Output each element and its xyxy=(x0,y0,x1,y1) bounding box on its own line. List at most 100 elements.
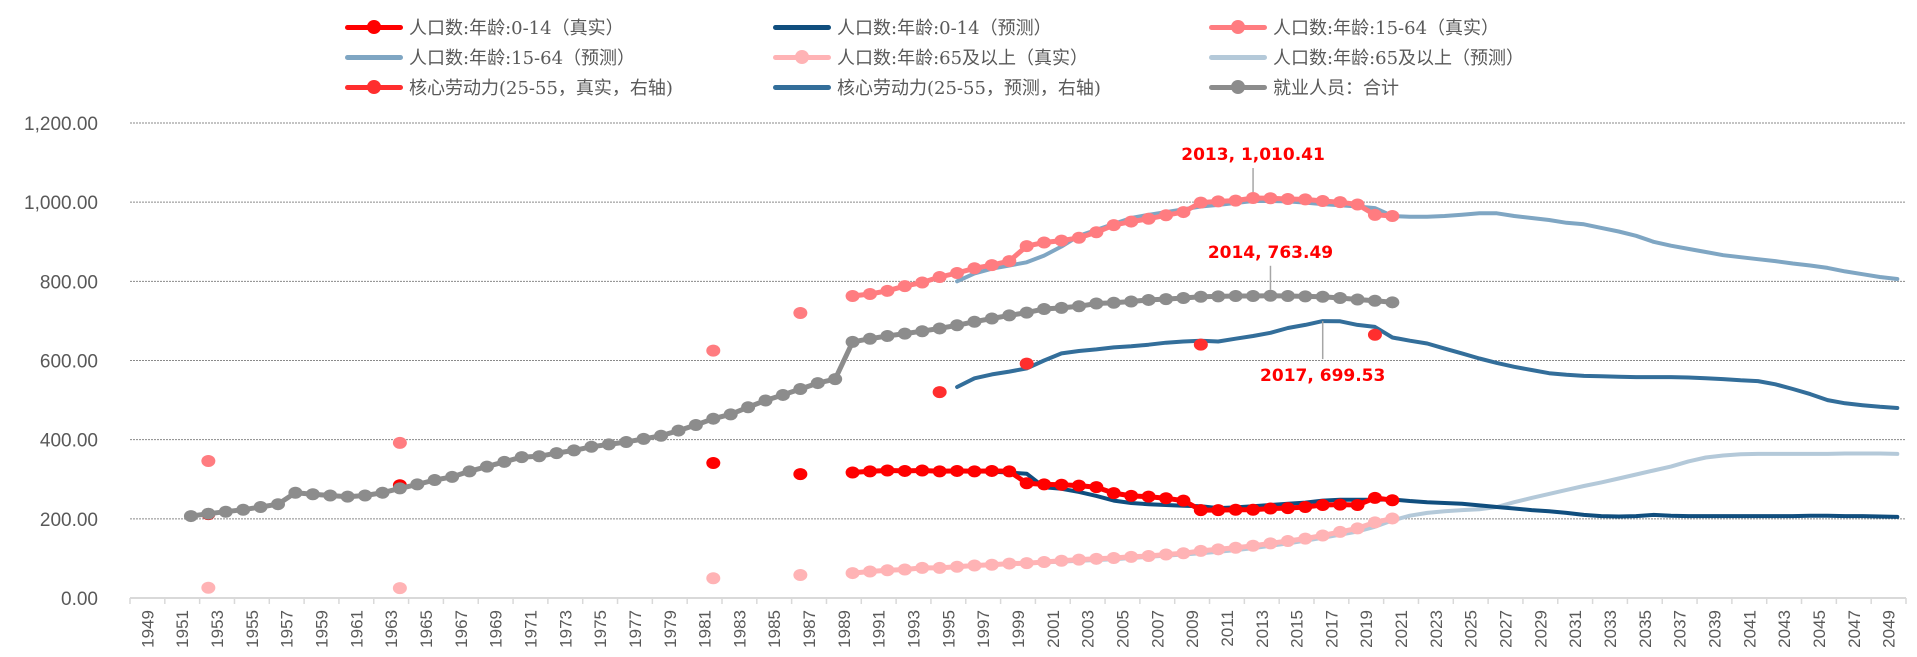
annotation-label: 2013, 1,010.41 xyxy=(1181,145,1325,165)
data-point xyxy=(1280,502,1295,515)
legend-item[interactable]: 人口数:年龄:0-14（预测） xyxy=(773,14,1201,40)
series-1 xyxy=(955,469,1900,519)
legend-item[interactable]: 人口数:年龄:0-14（真实） xyxy=(345,14,765,40)
series-line xyxy=(850,515,1395,576)
data-point xyxy=(392,582,407,595)
data-point xyxy=(897,464,912,477)
data-point xyxy=(828,373,843,386)
series-line xyxy=(955,319,1900,410)
legend-item[interactable]: 人口数:年龄:15-64（预测） xyxy=(345,44,765,70)
data-point xyxy=(863,288,877,300)
data-point xyxy=(793,307,808,319)
chart-legend: 人口数:年龄:0-14（真实） 人口数:年龄:0-14（预测） 人口数:年龄:1… xyxy=(345,12,1645,102)
data-point xyxy=(863,332,877,345)
legend-item[interactable]: 核心劳动力(25-55，预测，右轴) xyxy=(773,74,1201,100)
data-point xyxy=(1350,498,1365,511)
data-point xyxy=(619,436,634,449)
data-point xyxy=(1124,489,1139,502)
data-point xyxy=(1228,289,1243,302)
data-point xyxy=(427,474,442,487)
data-point xyxy=(950,267,965,280)
data-point xyxy=(1298,532,1313,545)
data-point xyxy=(1002,255,1017,268)
data-point xyxy=(532,450,547,463)
data-point xyxy=(1159,548,1173,561)
data-point xyxy=(984,259,999,272)
data-point xyxy=(1124,295,1139,308)
data-point xyxy=(340,490,355,503)
legend-row: 人口数:年龄:15-64（预测） 人口数:年龄:65及以上（真实） 人口数:年龄… xyxy=(345,42,1645,72)
x-tick-label: 1973 xyxy=(556,610,575,648)
data-point xyxy=(1367,294,1382,307)
data-point xyxy=(1089,226,1104,239)
series-layer xyxy=(183,192,1900,595)
data-point xyxy=(201,581,216,594)
data-point xyxy=(1333,525,1348,538)
legend-label: 人口数:年龄:65及以上（预测） xyxy=(1273,48,1525,69)
legend-label: 人口数:年龄:0-14（预测） xyxy=(837,18,1052,39)
y-tick-label: 600.00 xyxy=(40,352,98,373)
series-line xyxy=(955,199,1900,284)
y-tick-label: 400.00 xyxy=(40,431,98,452)
legend-swatch-icon xyxy=(1209,48,1267,66)
legend-marker xyxy=(367,20,381,34)
y-tick-label: 200.00 xyxy=(40,510,98,531)
data-point xyxy=(671,424,686,437)
data-point xyxy=(1002,309,1017,322)
legend-row: 人口数:年龄:0-14（真实） 人口数:年龄:0-14（预测） 人口数:年龄:1… xyxy=(345,12,1645,42)
data-point xyxy=(1071,553,1086,566)
legend-label: 人口数:年龄:65及以上（真实） xyxy=(837,48,1089,69)
data-point xyxy=(1246,289,1261,302)
legend-item[interactable]: 人口数:年龄:65及以上（预测） xyxy=(1209,44,1524,70)
legend-swatch-icon xyxy=(345,48,403,66)
data-point xyxy=(967,262,982,275)
data-point xyxy=(984,558,999,571)
data-point xyxy=(1385,494,1400,507)
data-point xyxy=(932,270,947,283)
legend-item[interactable]: 核心劳动力(25-55，真实，右轴) xyxy=(345,74,765,100)
legend-item[interactable]: 人口数:年龄:65及以上（真实） xyxy=(773,44,1201,70)
data-point xyxy=(758,394,773,407)
legend-item[interactable]: 人口数:年龄:15-64（真实） xyxy=(1209,14,1499,40)
x-tick-label: 1999 xyxy=(1009,610,1028,648)
legend-swatch-icon xyxy=(773,18,831,36)
data-point xyxy=(845,289,860,302)
x-tick-label: 1975 xyxy=(591,610,610,648)
data-point xyxy=(932,465,947,478)
data-point xyxy=(1315,194,1330,207)
data-point xyxy=(1298,290,1313,303)
data-point xyxy=(375,486,390,499)
data-point xyxy=(1106,552,1121,565)
data-point xyxy=(1141,490,1156,503)
legend-item[interactable]: 就业人员：合计 xyxy=(1209,74,1399,100)
data-point xyxy=(688,419,703,432)
data-point xyxy=(1315,290,1330,303)
x-tick-label: 2041 xyxy=(1740,610,1759,648)
data-point xyxy=(253,500,268,513)
x-tick-label: 1977 xyxy=(626,610,645,648)
data-point xyxy=(1298,193,1313,206)
x-tick-label: 1991 xyxy=(870,610,889,648)
data-point xyxy=(1141,293,1156,306)
data-point xyxy=(1228,503,1243,516)
x-tick-label: 2025 xyxy=(1462,610,1481,648)
data-point xyxy=(775,388,790,401)
data-point xyxy=(1228,194,1243,207)
data-point xyxy=(1228,541,1243,554)
x-tick-label: 2033 xyxy=(1601,610,1620,648)
x-tick-label: 1987 xyxy=(800,610,819,648)
data-point xyxy=(984,312,999,325)
legend-label: 人口数:年龄:15-64（真实） xyxy=(1273,18,1500,39)
data-point xyxy=(410,478,425,491)
legend-swatch-icon xyxy=(773,78,831,96)
data-point xyxy=(323,489,338,502)
data-point xyxy=(479,460,494,473)
x-tick-label: 2045 xyxy=(1810,610,1829,648)
x-tick-label: 1963 xyxy=(382,610,401,648)
data-point xyxy=(1315,529,1330,542)
data-point xyxy=(967,315,982,328)
x-tick-label: 2009 xyxy=(1183,610,1202,648)
data-point xyxy=(1333,498,1348,511)
data-point xyxy=(723,408,738,421)
x-tick-label: 1981 xyxy=(696,610,715,648)
